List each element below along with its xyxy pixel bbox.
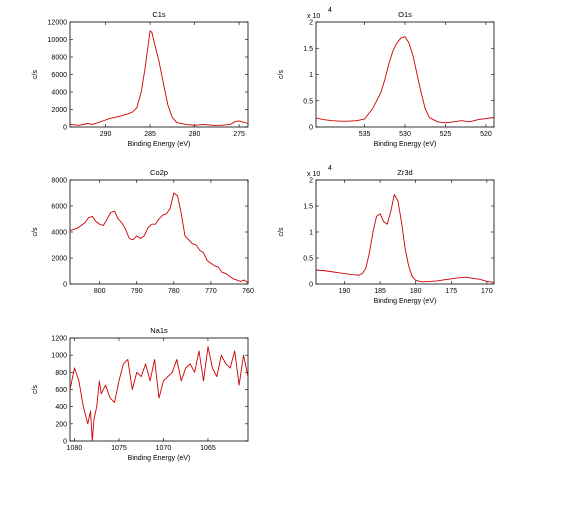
y-tick-label: 0 <box>63 125 67 132</box>
series-line <box>315 36 495 124</box>
y-axis-label: c/s <box>32 385 39 394</box>
y-tick-label: 1 <box>309 72 313 79</box>
x-tick-label: 190 <box>339 288 351 295</box>
y-tick-label: 1000 <box>51 353 67 360</box>
x-tick-label: 290 <box>100 131 112 138</box>
x-tick-label: 285 <box>144 131 156 138</box>
y-tick-label: 400 <box>55 404 67 411</box>
y-tick-label: 1200 <box>51 336 67 343</box>
y-multiplier: x 10 <box>307 13 320 20</box>
x-tick-label: 175 <box>445 288 457 295</box>
series-line <box>315 194 495 283</box>
y-tick-label: 2 <box>309 178 313 185</box>
y-multiplier-exponent: 4 <box>328 7 332 14</box>
x-tick-label: 525 <box>440 131 452 138</box>
y-tick-label: 1.5 <box>303 46 313 53</box>
x-tick-label: 1075 <box>111 445 127 452</box>
y-tick-label: 8000 <box>51 55 67 62</box>
series-line <box>69 30 249 126</box>
x-tick-label: 520 <box>480 131 492 138</box>
series-line <box>69 192 249 284</box>
x-axis-label: Binding Energy (eV) <box>128 141 191 148</box>
y-tick-label: 0.5 <box>303 256 313 263</box>
y-tick-label: 2000 <box>51 107 67 114</box>
y-tick-label: 200 <box>55 421 67 428</box>
y-tick-label: 12000 <box>48 20 68 27</box>
plot-frame <box>69 337 249 442</box>
y-tick-label: 10000 <box>48 37 68 44</box>
chart-c1s: 290 285 280 275 0 2000 4000 6000 8000 10000 12000 C… <box>32 10 249 148</box>
y-tick-label: 2 <box>309 20 313 27</box>
y-multiplier-exponent: 4 <box>328 165 332 172</box>
series-line <box>69 346 249 442</box>
chart-zr3d: 190 185 180 175 170 0 0.5 1 1.5 2x 10 4 Zr3d Binding… <box>278 165 495 305</box>
x-tick-label: 790 <box>131 288 143 295</box>
y-tick-label: 0 <box>309 282 313 289</box>
x-tick-label: 760 <box>242 288 254 295</box>
x-axis-label: Binding Energy (eV) <box>374 298 437 305</box>
x-tick-label: 770 <box>205 288 217 295</box>
y-axis-label: c/s <box>32 227 39 236</box>
x-tick-label: 180 <box>410 288 422 295</box>
chart-title: Zr3d <box>397 168 412 177</box>
x-tick-label: 1065 <box>200 445 216 452</box>
x-axis-label: Binding Energy (eV) <box>374 141 437 148</box>
y-tick-label: 6000 <box>51 72 67 79</box>
plot-frame <box>69 21 249 128</box>
x-tick-label: 1080 <box>67 445 83 452</box>
chart-o1s: 535 530 525 520 0 0.5 1 1.5 2x 10 4 O1s Binding Ene… <box>278 7 495 148</box>
y-tick-label: 8000 <box>51 178 67 185</box>
chart-title: Co2p <box>150 168 168 177</box>
y-tick-label: 0 <box>63 282 67 289</box>
plot-frame <box>315 179 495 285</box>
y-axis-label: c/s <box>32 70 39 79</box>
chart-title: Na1s <box>150 326 168 335</box>
chart-co2p: 800 790 780 770 760 0 2000 4000 6000 8000 Co2p c/s <box>32 168 254 295</box>
x-tick-label: 185 <box>374 288 386 295</box>
y-multiplier: x 10 <box>307 171 320 178</box>
y-tick-label: 4000 <box>51 230 67 237</box>
chart-na1s: 1080 1075 1070 1065 0 200 400 600 800 1000 1200 Na1… <box>32 326 249 462</box>
y-tick-label: 0 <box>309 125 313 132</box>
chart-title: C1s <box>152 10 166 19</box>
y-axis-label: c/s <box>278 70 285 79</box>
y-tick-label: 1.5 <box>303 204 313 211</box>
y-tick-label: 2000 <box>51 256 67 263</box>
x-tick-label: 275 <box>233 131 245 138</box>
plot-frame <box>315 21 495 128</box>
x-tick-label: 780 <box>168 288 180 295</box>
x-tick-label: 280 <box>189 131 201 138</box>
y-tick-label: 4000 <box>51 90 67 97</box>
x-tick-label: 530 <box>399 131 411 138</box>
x-tick-label: 800 <box>94 288 106 295</box>
plot-frame <box>69 179 249 285</box>
x-tick-label: 535 <box>359 131 371 138</box>
y-tick-label: 0.5 <box>303 98 313 105</box>
y-tick-label: 800 <box>55 370 67 377</box>
x-tick-label: 170 <box>481 288 493 295</box>
chart-title: O1s <box>398 10 412 19</box>
y-tick-label: 1 <box>309 230 313 237</box>
y-tick-label: 0 <box>63 439 67 446</box>
y-tick-label: 600 <box>55 387 67 394</box>
x-tick-label: 1070 <box>156 445 172 452</box>
y-tick-label: 6000 <box>51 204 67 211</box>
y-axis-label: c/s <box>278 227 285 236</box>
x-axis-label: Binding Energy (eV) <box>128 455 191 462</box>
